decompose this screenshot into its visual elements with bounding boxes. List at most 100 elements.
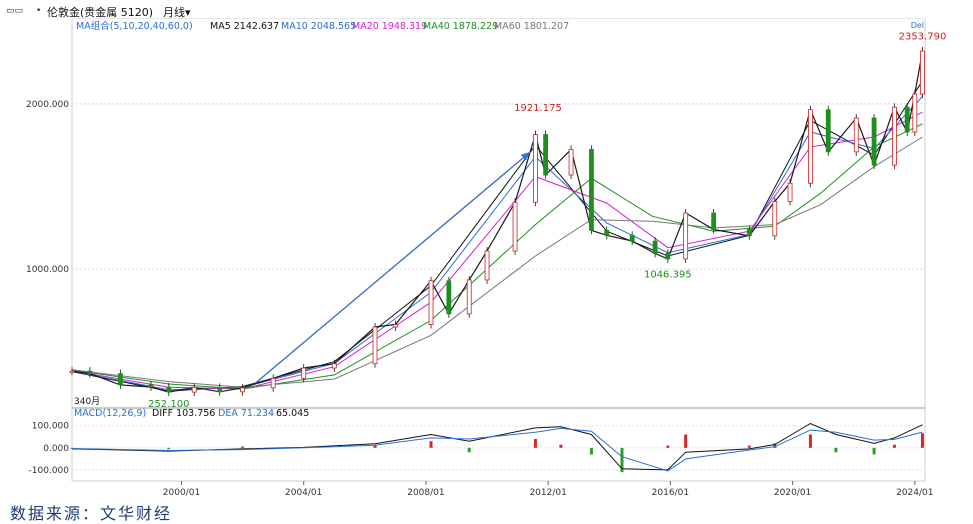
candle-body [665, 253, 671, 260]
macd-histogram-bar [241, 446, 245, 448]
macd-legend-item: DIFF 103.756 [152, 408, 215, 419]
ma-legend-item: MA40 1878.229 [423, 21, 498, 32]
candle-body [240, 387, 246, 393]
price-series [69, 47, 925, 397]
candle-body [301, 367, 307, 379]
candle-body [428, 280, 434, 325]
candle-body [148, 384, 154, 388]
macd-histogram-bar [666, 445, 670, 448]
candle-body [166, 386, 172, 393]
candle-body [853, 117, 859, 153]
macd-histogram-bar [773, 443, 777, 448]
macd-tick-label: 100.000 [32, 422, 69, 432]
window-icon[interactable]: ▭▭ [6, 6, 24, 16]
label-high-2024: 2353.790 [899, 31, 947, 42]
time-axis: 2000/01 2004/01 2008/01 2012/01 2016/01 2020/… [163, 481, 934, 498]
label-low-2015: 1046.395 [644, 270, 692, 281]
candle-body [871, 117, 877, 166]
start-label: 340月 [74, 396, 100, 407]
macd-histogram-bar [167, 447, 171, 450]
candle-body [920, 50, 925, 95]
candle-body [87, 370, 93, 375]
time-tick-label: 2008/01 [407, 488, 444, 498]
bullet-icon: • [36, 6, 42, 16]
macd-tick-label: -100.000 [29, 466, 70, 476]
title-bar: ▭▭ • 伦敦金(贵金属 5120) 月线▾ [0, 0, 973, 20]
time-tick-label: 2012/01 [529, 488, 566, 498]
period-label: 月线 [163, 6, 185, 19]
ma-line-ma20 [71, 111, 923, 390]
price-axis: 2000.000 1000.000 [26, 100, 69, 275]
ma-legend-item: MA20 1948.319 [352, 21, 427, 32]
candle-body [512, 201, 518, 252]
candle-body [331, 363, 337, 369]
candle-body [629, 234, 635, 242]
candle-body [892, 106, 897, 166]
macd-histogram-bar [684, 434, 688, 448]
candle-body [446, 280, 452, 315]
macd-histogram-bar [892, 444, 896, 448]
candle-body [533, 134, 538, 203]
plot-frame [71, 18, 926, 482]
macd-panel [70, 422, 924, 473]
label-high-2011: 1921.175 [514, 103, 562, 114]
time-tick-label: 2016/01 [652, 488, 689, 498]
candle-body [117, 373, 123, 386]
label-low-1999: 252.100 [148, 399, 189, 410]
macd-histogram-bar [373, 445, 377, 448]
candle-body [191, 386, 197, 393]
candle-body [484, 250, 490, 281]
macd-histogram-bar [920, 433, 924, 448]
candle-body [392, 324, 398, 328]
macd-histogram-bar [747, 445, 751, 448]
price-annotations: 1921.175 252.100 1046.395 2353.790 340月 Del [74, 21, 946, 410]
candle-body [372, 326, 378, 365]
candle-body [589, 148, 594, 231]
time-tick-label: 2024/01 [896, 488, 933, 498]
time-tick-label: 2000/01 [163, 488, 200, 498]
trend-arrow [254, 151, 531, 384]
ma-legend-label: MA组合(5,10,20,40,60,0) [76, 20, 193, 32]
macd-histogram-bar [620, 447, 624, 473]
candle-body [652, 240, 658, 254]
candle-body [746, 229, 752, 237]
trend-arrow-shaft [254, 151, 531, 384]
macd-histogram-bar [589, 447, 593, 455]
candle-body [808, 109, 813, 184]
candle-body [904, 106, 910, 133]
candle-body [568, 148, 574, 176]
data-source: 数据来源：文华财经 [10, 504, 173, 523]
instrument-title: 伦敦金(贵金属 5120) [47, 6, 154, 19]
candle-body [604, 229, 610, 236]
chevron-down-icon: ▾ [185, 6, 191, 19]
ma-legend-item: MA10 2048.565 [281, 21, 356, 32]
price-tick-label: 2000.000 [26, 100, 69, 110]
macd-diff-line [71, 422, 923, 471]
macd-histogram-bar [872, 447, 876, 455]
macd-histogram-bar [70, 447, 74, 449]
macd-histogram-bar [808, 434, 812, 448]
macd-histogram-bar [533, 438, 537, 448]
corner-label: Del [911, 21, 924, 30]
macd-legend-label: MACD(12,26,9) [74, 408, 146, 419]
macd-histogram-bar [559, 444, 563, 448]
macd-legend-item: DEA 71.234 [218, 408, 274, 419]
time-tick-label: 2004/01 [285, 488, 322, 498]
macd-histogram-bar [429, 441, 433, 448]
macd-histogram-bar [834, 447, 838, 453]
macd-legend-item: 65.045 [276, 408, 309, 419]
time-tick-label: 2020/01 [774, 488, 811, 498]
macd-tick-label: 0.000 [43, 444, 69, 454]
legend: MA组合(5,10,20,40,60,0) MA5 2142.637 MA10 20… [74, 20, 569, 419]
candle-body [543, 134, 549, 176]
candle-body [772, 201, 778, 237]
ma-legend-item: MA60 1801.207 [494, 21, 569, 32]
trend-arrow-head [520, 151, 531, 161]
period-selector[interactable]: 月线▾ [163, 4, 191, 20]
candle-body [466, 279, 472, 315]
candle-body [912, 93, 918, 133]
candle-body [683, 212, 689, 260]
chart: 2000.000 1000.000 100.000 0.000 -100.000 20… [26, 18, 946, 498]
ma-legend-item: MA5 2142.637 [210, 21, 279, 32]
candle-body [270, 377, 276, 389]
